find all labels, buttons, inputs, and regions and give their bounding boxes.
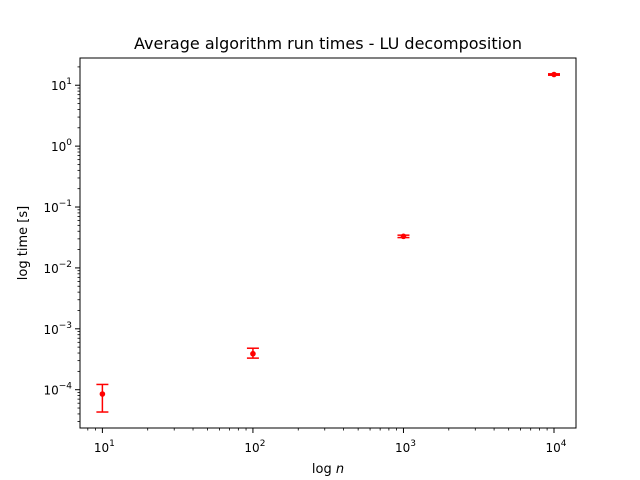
x-axis-label: log n bbox=[312, 462, 344, 477]
x-tick-label-0: 101 bbox=[94, 439, 115, 455]
y-tick-label-2: 10−2 bbox=[43, 260, 72, 276]
y-tick-label-4: 100 bbox=[51, 138, 72, 154]
y-tick-label-3-exponent: −1 bbox=[59, 199, 72, 209]
x-tick-label-2-exponent: 3 bbox=[410, 439, 416, 449]
y-tick-label-5-exponent: 1 bbox=[66, 77, 72, 87]
x-tick-label-3-base: 10 bbox=[545, 441, 560, 455]
y-tick-label-0-base: 10 bbox=[43, 384, 58, 398]
chart-title: Average algorithm run times - LU decompo… bbox=[134, 34, 522, 53]
y-tick-label-3: 10−1 bbox=[43, 199, 72, 215]
data-point-1 bbox=[250, 350, 256, 357]
x-tick-label-1-base: 10 bbox=[244, 441, 259, 455]
y-tick-label-0-exponent: −4 bbox=[59, 382, 73, 392]
x-tick-label-1: 102 bbox=[244, 439, 265, 455]
x-tick-label-2: 103 bbox=[395, 439, 416, 455]
data-point-3 bbox=[551, 71, 557, 78]
data-layer bbox=[96, 71, 561, 413]
x-tick-label-2-base: 10 bbox=[395, 441, 410, 455]
x-axis-label-prefix: log bbox=[312, 462, 336, 477]
y-tick-label-1-exponent: −3 bbox=[59, 321, 72, 331]
y-tick-label-4-exponent: 0 bbox=[66, 138, 72, 148]
y-axis-label: log time [s] bbox=[16, 206, 31, 280]
x-tick-label-0-exponent: 1 bbox=[109, 439, 115, 449]
x-tick-label-0-base: 10 bbox=[94, 441, 109, 455]
y-tick-label-3-base: 10 bbox=[43, 201, 58, 215]
y-tick-label-2-base: 10 bbox=[43, 262, 58, 276]
y-tick-label-1-base: 10 bbox=[43, 323, 58, 337]
x-tick-label-3: 104 bbox=[545, 439, 566, 455]
data-point-2 bbox=[400, 233, 407, 240]
x-tick-label-3-exponent: 4 bbox=[561, 439, 567, 449]
y-tick-label-2-exponent: −2 bbox=[59, 260, 72, 270]
y-tick-label-4-base: 10 bbox=[51, 140, 66, 154]
x-tick-label-1-exponent: 2 bbox=[260, 439, 266, 449]
data-point-0 bbox=[99, 391, 106, 397]
x-axis-label-variable: n bbox=[336, 462, 344, 477]
y-tick-label-0: 10−4 bbox=[43, 382, 72, 398]
y-tick-label-5: 101 bbox=[51, 77, 72, 93]
y-tick-label-1: 10−3 bbox=[43, 321, 72, 337]
plot-frame bbox=[79, 57, 577, 429]
y-tick-label-5-base: 10 bbox=[51, 79, 66, 93]
